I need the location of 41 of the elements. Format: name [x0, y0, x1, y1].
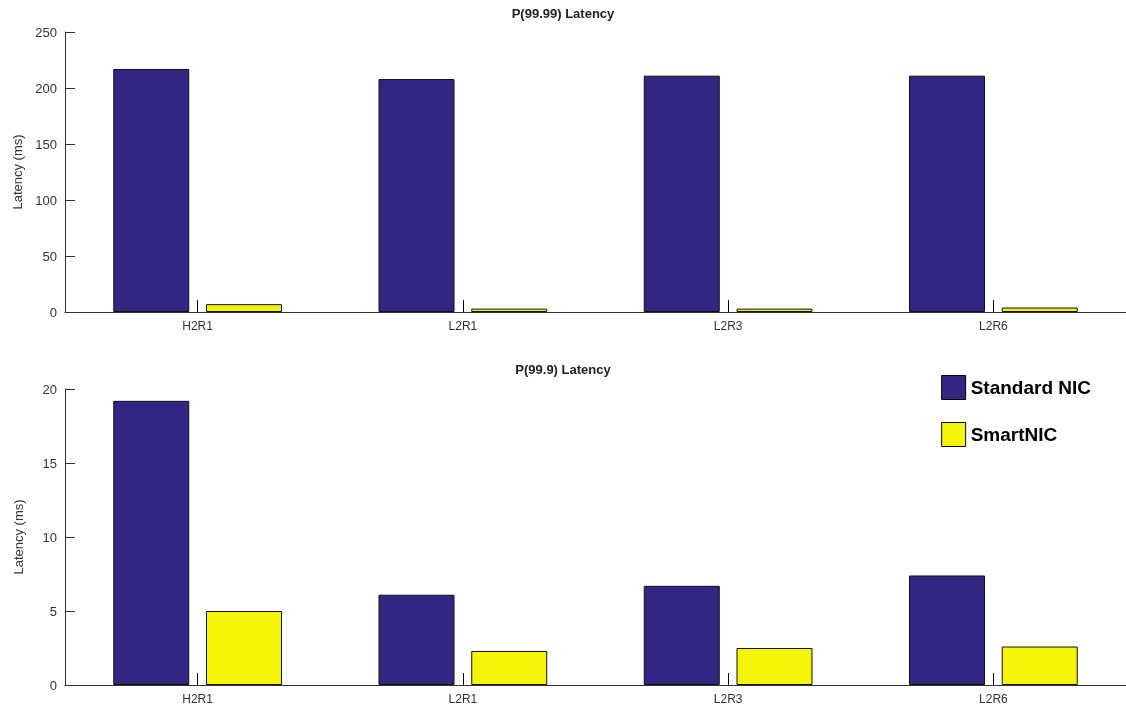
- bar: [471, 650, 548, 685]
- x-tick-label: L2R6: [979, 319, 1009, 333]
- bar: [378, 79, 455, 312]
- bar: [909, 575, 986, 685]
- y-tick-label: 100: [35, 192, 57, 208]
- bar: [113, 400, 190, 685]
- chart-title: P(99.99) Latency: [511, 6, 616, 21]
- y-tick-label: 0: [49, 304, 57, 320]
- y-tick-label: 150: [35, 136, 57, 152]
- bar: [736, 308, 813, 312]
- x-tick-label: L2R3: [713, 319, 743, 333]
- y-tick-label: 5: [49, 603, 57, 619]
- bar: [909, 75, 986, 312]
- bar: [378, 594, 455, 685]
- y-tick-label: 50: [42, 248, 57, 264]
- bar: [736, 648, 813, 685]
- y-tick-label: 20: [42, 381, 57, 397]
- x-tick-label: L2R1: [448, 692, 478, 706]
- x-tick-label: H2R1: [182, 692, 214, 706]
- x-tick-label: L2R1: [448, 319, 478, 333]
- x-tick-label: L2R6: [979, 692, 1009, 706]
- chart-title: P(99.9) Latency: [515, 362, 612, 377]
- y-tick-label: 250: [35, 24, 57, 40]
- bar: [1001, 307, 1078, 312]
- y-axis-title: Latency (ms): [10, 134, 26, 210]
- bar: [643, 585, 720, 685]
- y-tick-label: 200: [35, 80, 57, 96]
- x-tick-label: H2R1: [182, 319, 214, 333]
- x-tick-label: L2R3: [713, 692, 743, 706]
- bar: [205, 611, 282, 685]
- legend-label: SmartNIC: [970, 424, 1058, 445]
- bar: [471, 308, 548, 312]
- legend-label: Standard NIC: [970, 377, 1092, 398]
- bar: [205, 304, 282, 312]
- bar: [113, 68, 190, 312]
- y-tick-label: 15: [42, 455, 57, 471]
- y-axis-title: Latency (ms): [11, 499, 26, 575]
- bar: [1001, 646, 1078, 685]
- y-tick-label: 0: [49, 677, 57, 693]
- bar: [643, 75, 720, 312]
- y-tick-label: 10: [42, 529, 57, 545]
